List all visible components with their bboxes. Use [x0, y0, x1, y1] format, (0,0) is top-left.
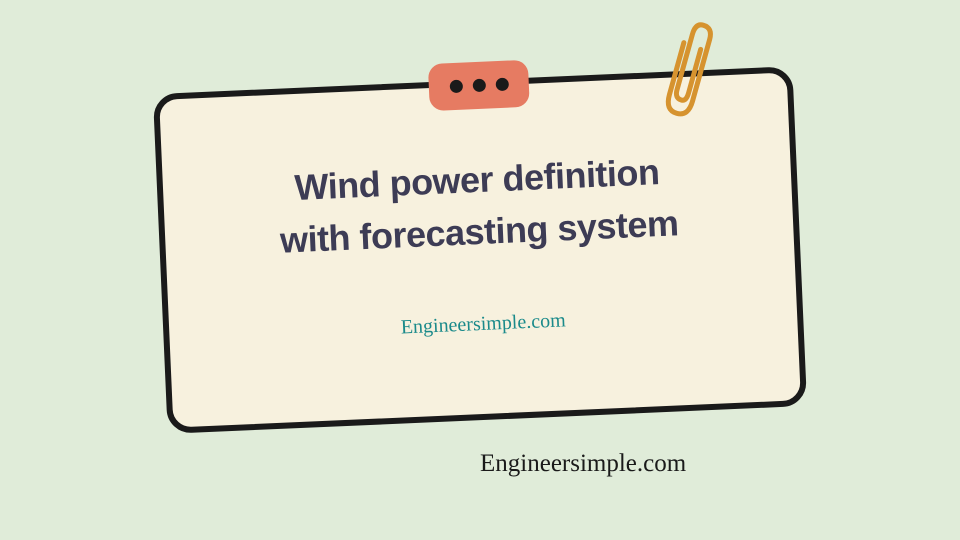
card-subtitle: Engineersimple.com — [400, 310, 566, 340]
dot-icon — [495, 78, 509, 92]
paperclip-icon — [649, 12, 726, 136]
title-line-1: Wind power definition — [294, 151, 661, 208]
footer-watermark: Engineersimple.com — [480, 450, 686, 478]
info-card: Wind power definition with forecasting s… — [153, 66, 807, 434]
title-line-2: with forecasting system — [279, 202, 679, 260]
sticker-tape — [428, 60, 530, 111]
card-title: Wind power definition with forecasting s… — [277, 145, 680, 267]
dot-icon — [449, 80, 463, 94]
card-body: Wind power definition with forecasting s… — [153, 66, 807, 434]
dot-icon — [472, 79, 486, 93]
